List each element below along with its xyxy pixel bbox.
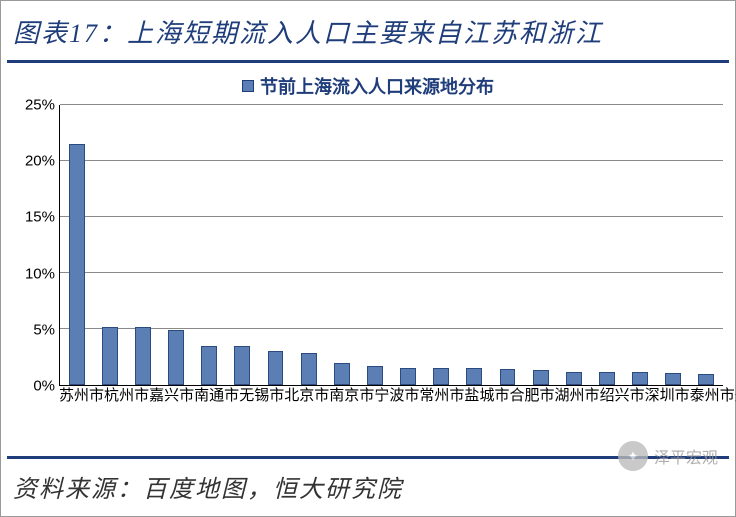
bar [69,144,85,385]
bar [268,351,284,385]
x-tick-label: 北京市 [284,386,329,456]
bar [599,372,615,385]
bar [665,373,681,385]
x-tick-label: 杭州市 [104,386,149,456]
x-tick-label: 宁波市 [374,386,419,456]
x-tick-label: 苏州市 [59,386,104,456]
plot-area [59,105,723,386]
bar [698,374,714,385]
y-tick-label: 25% [25,97,55,114]
legend-swatch [242,80,254,92]
y-axis: 0%5%10%15%20%25% [13,105,59,386]
bar [533,370,549,385]
x-tick-label: 嘉兴市 [149,386,194,456]
bar [466,368,482,385]
x-axis: 苏州市杭州市嘉兴市南通市无锡市北京市南京市宁波市常州市盐城市合肥市湖州市绍兴市深… [13,386,723,456]
x-tick-label: 常州市 [419,386,464,456]
bar [234,346,250,385]
gridline [60,216,723,217]
bar [500,369,516,385]
bar [102,327,118,385]
bar [168,330,184,385]
gridline [60,160,723,161]
gridline [60,272,723,273]
x-tick-label: 湖州市 [555,386,600,456]
bar [367,366,383,385]
chart-title: 图表17：上海短期流入人口主要来自江苏和浙江 [13,13,723,50]
bar [301,353,317,385]
chart-area: 节前上海流入人口来源地分布 0% 5% 10% 15% 20% 25% 苏州市杭州市嘉兴市… [7,63,729,456]
bar [334,363,350,385]
bar [433,368,449,385]
watermark-text: 泽平宏观 [654,444,718,468]
bar [201,346,217,385]
source-text: 资料来源：百度地图，恒大研究院 [13,469,723,504]
gridline [60,328,723,329]
y-tick-label: 10% [25,265,55,282]
y-tick-label: 20% [25,153,55,170]
x-tick-label: 南通市 [194,386,239,456]
wechat-icon: ✦ [618,441,648,471]
x-tick-label: 合肥市 [509,386,554,456]
bar [135,327,151,385]
legend-label: 节前上海流入人口来源地分布 [260,73,494,99]
y-tick-label: 0% [33,378,55,395]
bar [400,368,416,385]
gridline [60,104,723,105]
x-tick-label: 无锡市 [239,386,284,456]
x-tick-label: 盐城市 [464,386,509,456]
legend: 节前上海流入人口来源地分布 [13,69,723,105]
x-tick-label: 南京市 [329,386,374,456]
watermark: ✦ 泽平宏观 [618,441,718,471]
bar [566,372,582,385]
bar [632,372,648,385]
y-tick-label: 5% [33,321,55,338]
y-tick-label: 15% [25,209,55,226]
